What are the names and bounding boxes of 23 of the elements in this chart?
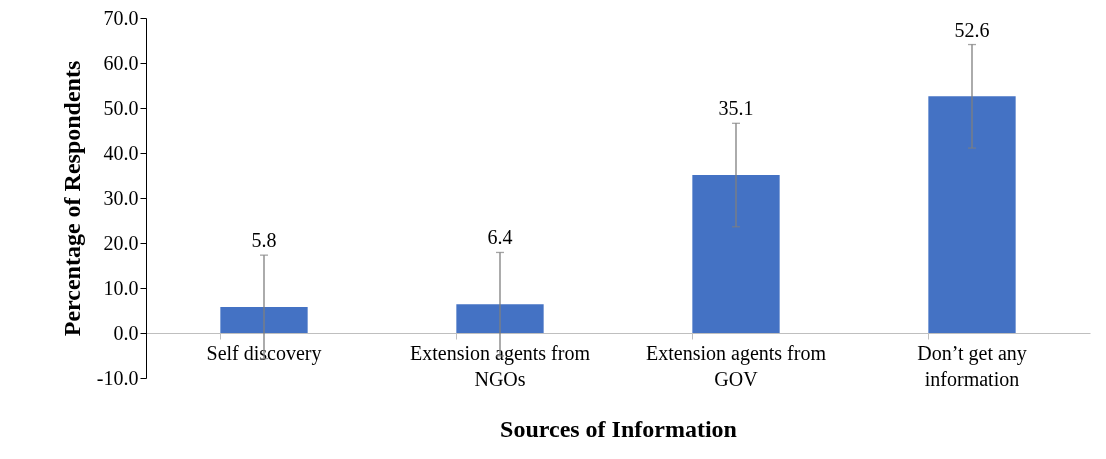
data-label: 35.1	[718, 97, 754, 120]
bar	[692, 175, 780, 333]
y-tick-label: 70.0	[103, 6, 139, 29]
y-tick-label: -10.0	[96, 366, 139, 389]
bar	[928, 96, 1016, 333]
data-label: 5.8	[251, 229, 277, 252]
y-tick-label: 20.0	[103, 231, 139, 254]
y-tick-label: 0.0	[113, 321, 139, 344]
x-tick-label: Extension agents from NGOs	[410, 341, 591, 390]
x-axis-title: Sources of Information	[500, 415, 737, 442]
bar	[456, 304, 544, 333]
y-tick-label: 10.0	[103, 276, 139, 299]
y-axis-title: Percentage of Respondents	[58, 60, 85, 337]
x-tick-label: Self discovery	[206, 341, 322, 365]
data-label: 52.6	[954, 18, 990, 41]
y-tick-label: 30.0	[103, 186, 139, 209]
data-label: 6.4	[487, 226, 513, 249]
x-tick-label: Don’t get any information	[917, 341, 1027, 390]
y-tick-label: 50.0	[103, 96, 139, 119]
bar	[220, 306, 308, 333]
y-tick-label: 40.0	[103, 141, 139, 164]
y-tick-label: 60.0	[103, 51, 139, 74]
x-tick-label: Extension agents from GOV	[646, 341, 827, 390]
